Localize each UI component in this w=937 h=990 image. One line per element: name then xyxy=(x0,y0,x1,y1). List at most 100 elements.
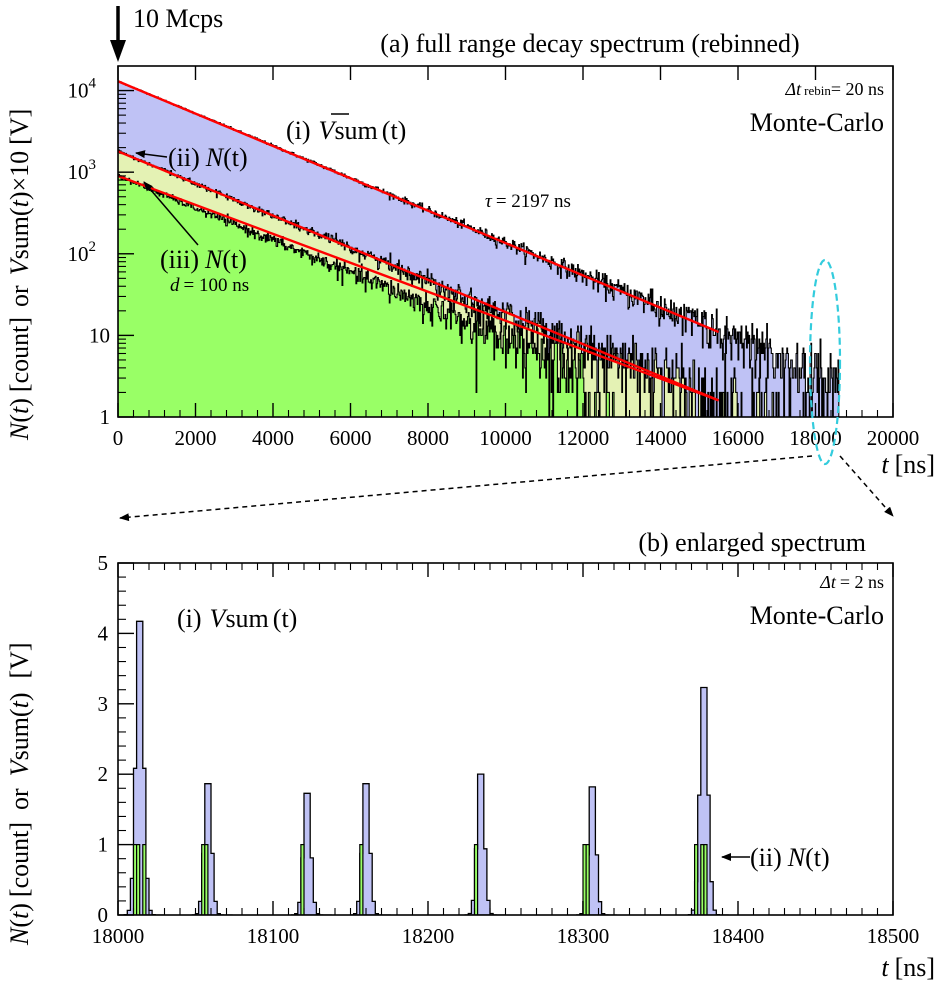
panel-b-method: Monte-Carlo xyxy=(750,601,884,630)
series-iii-pointer-icon xyxy=(143,181,199,246)
pulse-1-count-bin xyxy=(136,843,141,915)
pulse-5-vsum xyxy=(464,773,506,915)
yb-t2: t xyxy=(5,700,34,708)
deadtime-value: = 100 ns xyxy=(184,275,250,296)
panel-b-ylabel: N(t)[count]orVsum(t)[V] xyxy=(5,642,34,946)
a-xtick-label: 8000 xyxy=(407,426,449,450)
ya-volt: [V] xyxy=(5,109,34,145)
series-3-fit-line xyxy=(118,174,720,402)
deadtime-annotation: d = 100 ns xyxy=(170,275,249,296)
yb-paren2-close: ) xyxy=(5,693,34,702)
binwidth-delta: Δt xyxy=(819,572,837,592)
panel-a-xlabel-var: t xyxy=(881,450,889,479)
tau-symbol: τ xyxy=(485,191,493,212)
ya-x10: ×10 xyxy=(5,151,34,192)
b-xtick-label: 18000 xyxy=(92,924,145,948)
b-series-i-sum: sum xyxy=(225,604,268,633)
series-3-histogram xyxy=(118,173,615,417)
b-series-i-tag: (i) xyxy=(177,604,202,633)
rebin-delta: Δt xyxy=(785,79,803,99)
b-xtick-label: 18500 xyxy=(867,924,920,948)
yb-paren-open: ( xyxy=(5,919,34,928)
a-xtick-label: 16000 xyxy=(712,426,765,450)
a-ytick-label: 102 xyxy=(68,239,97,266)
ya-paren-open: ( xyxy=(5,414,34,423)
a-xtick-label: 10000 xyxy=(479,426,532,450)
rebin-value: = 20 ns xyxy=(831,79,884,99)
b-xtick-label: 18400 xyxy=(712,924,765,948)
a-xtick-label: 0 xyxy=(113,426,124,450)
b-series-ii-tag: (ii) xyxy=(750,843,782,872)
rebin-annotation: Δt rebin= 20 ns xyxy=(785,79,884,99)
ya-n: N xyxy=(5,421,34,441)
rate-arrow-icon xyxy=(110,40,126,62)
pulse-3-vsum xyxy=(290,792,332,915)
pulse-2-vsum xyxy=(191,783,233,915)
yb-paren2-open: ( xyxy=(5,708,34,717)
series-ii-label-b: (ii) N(t) xyxy=(750,843,830,872)
yb-volt: [V] xyxy=(5,642,34,678)
ya-t2: t xyxy=(5,199,34,207)
pulse-1-count-bin xyxy=(142,843,147,915)
a-ytick-base: 10 xyxy=(68,79,89,103)
series-i-sum: sum xyxy=(334,116,377,145)
a-xtick-label: 20000 xyxy=(867,426,920,450)
b-series-i-t: (t) xyxy=(273,604,298,633)
series-iii-n: N xyxy=(204,245,224,274)
b-xtick-label: 18300 xyxy=(557,924,610,948)
panel-b: 18000 18100 18200 18300 18400 18500 0 1 2 3 4 5 (b)… xyxy=(5,528,935,982)
b-ytick-label: 0 xyxy=(98,903,109,927)
panel-b-xlabel-unit: [ns] xyxy=(895,953,935,982)
a-ytick-base: 10 xyxy=(68,242,89,266)
panel-a-xlabel-unit: [ns] xyxy=(895,450,935,479)
a-ytick-exp: 2 xyxy=(89,239,97,255)
series-iii-t: (t) xyxy=(222,245,247,274)
pulse-1-vsum xyxy=(123,620,165,915)
series-i-v: V xyxy=(319,116,338,145)
ya-count: [count] xyxy=(5,317,34,392)
tau-annotation: τ = 2197 ns xyxy=(485,191,571,212)
panel-a-xlabel: t [ns] xyxy=(881,450,935,479)
yb-v: V xyxy=(5,757,34,776)
pulse-4-count-bin xyxy=(359,843,364,915)
b-xtick-label: 18200 xyxy=(402,924,455,948)
zoom-line-right xyxy=(839,455,894,517)
b-ytick-label: 2 xyxy=(98,762,109,786)
pulse-3-count-bin xyxy=(300,843,305,915)
pulse-7-count-bin xyxy=(703,843,708,915)
series-ii-label-a: (ii) N(t) xyxy=(168,143,248,172)
a-ytick-label: 103 xyxy=(68,157,97,184)
binwidth-value: = 2 ns xyxy=(840,572,884,592)
ya-sum: sum xyxy=(5,216,34,259)
ya-t: t xyxy=(5,406,34,414)
panel-a: 0 2000 4000 6000 8000 10000 12000 14000 16000 180… xyxy=(5,4,935,479)
b-ytick-label: 4 xyxy=(98,621,109,645)
b-xtick-label: 18100 xyxy=(247,924,300,948)
yb-t: t xyxy=(5,911,34,919)
b-ytick-label: 1 xyxy=(98,833,109,857)
yb-count: [count] xyxy=(5,822,34,897)
series-ii-n: N xyxy=(205,143,225,172)
yb-or: or xyxy=(5,788,34,810)
b-ytick-label: 3 xyxy=(98,692,109,716)
a-xtick-label: 4000 xyxy=(252,426,294,450)
yb-sum: sum xyxy=(5,717,34,760)
panel-b-data-layer xyxy=(123,620,729,915)
series-i-label-b: (i) Vsum (t) xyxy=(177,604,297,633)
b-series-i-v: V xyxy=(210,604,229,633)
a-ytick-label: 104 xyxy=(68,76,97,103)
pulse-5-count-bin xyxy=(473,843,479,915)
pulse-7-count-bin xyxy=(693,843,699,915)
rate-label: 10 Mcps xyxy=(133,4,223,33)
a-ytick-label: 10 xyxy=(89,323,110,347)
series-ii-pointer-icon xyxy=(135,150,168,159)
panel-b-xlabel: t [ns] xyxy=(881,953,935,982)
series-ii-t: (t) xyxy=(223,143,248,172)
panel-a-method: Monte-Carlo xyxy=(750,108,884,137)
ya-paren2-open: ( xyxy=(5,207,34,216)
a-xtick-label: 2000 xyxy=(175,426,217,450)
a-xtick-label: 6000 xyxy=(330,426,372,450)
ya-paren2-close: ) xyxy=(5,192,34,201)
ya-v: V xyxy=(5,256,34,275)
